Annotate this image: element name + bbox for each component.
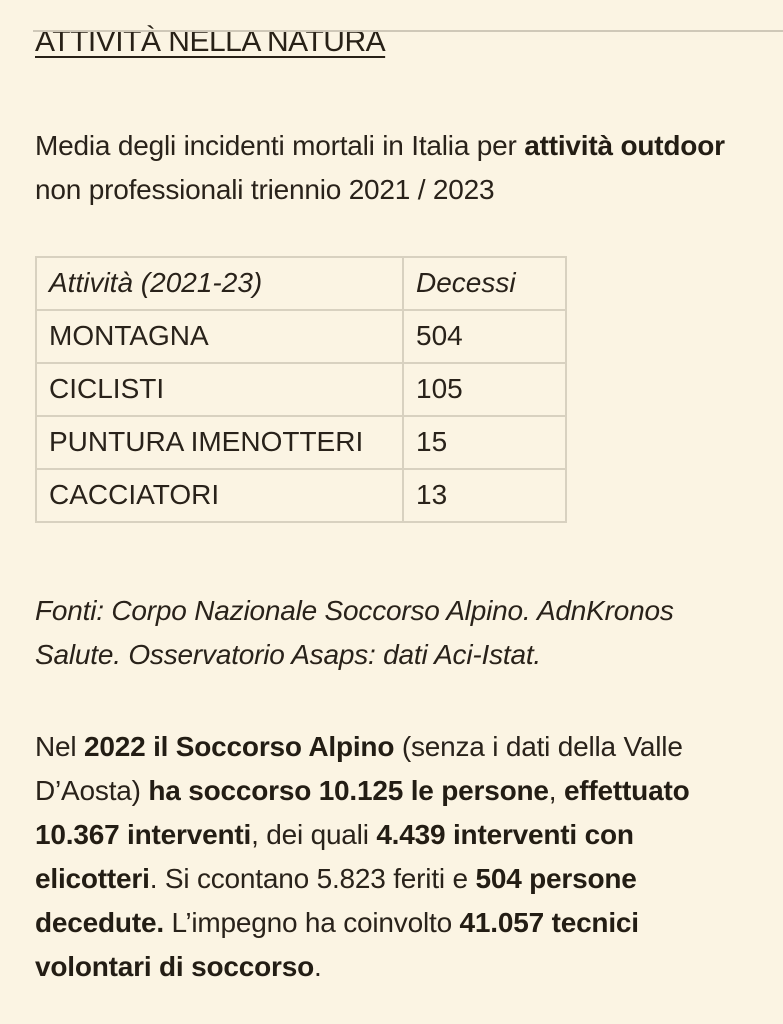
table-row: CACCIATORI 13 <box>35 468 567 523</box>
table-cell: 105 <box>402 362 567 417</box>
table-cell: CICLISTI <box>35 362 404 417</box>
intro-paragraph: Media degli incidenti mortali in Italia … <box>35 130 725 205</box>
table-row: MONTAGNA 504 <box>35 309 567 364</box>
table-cell: PUNTURA IMENOTTERI <box>35 415 404 470</box>
table-cell: CACCIATORI <box>35 468 404 523</box>
top-divider <box>33 30 783 32</box>
table-header-row: Attività (2021-23) Decessi <box>35 256 567 311</box>
table-cell: 15 <box>402 415 567 470</box>
stats-paragraph: Nel 2022 il Soccorso Alpino (senza i dat… <box>35 731 690 982</box>
page-title: ATTIVITÀ NELLA NATURA <box>35 25 386 58</box>
article-body: ATTIVITÀ NELLA NATURA Media degli incide… <box>0 22 783 989</box>
table-cell: MONTAGNA <box>35 309 404 364</box>
sources-note: Fonti: Corpo Nazionale Soccorso Alpino. … <box>35 595 674 670</box>
table-header-cell: Attività (2021-23) <box>35 256 404 311</box>
table-header-cell: Decessi <box>402 256 567 311</box>
accidents-table: Attività (2021-23) Decessi MONTAGNA 504 CICL… <box>35 256 567 523</box>
table-cell: 13 <box>402 468 567 523</box>
table-row: CICLISTI 105 <box>35 362 567 417</box>
table-cell: 504 <box>402 309 567 364</box>
table-row: PUNTURA IMENOTTERI 15 <box>35 415 567 470</box>
